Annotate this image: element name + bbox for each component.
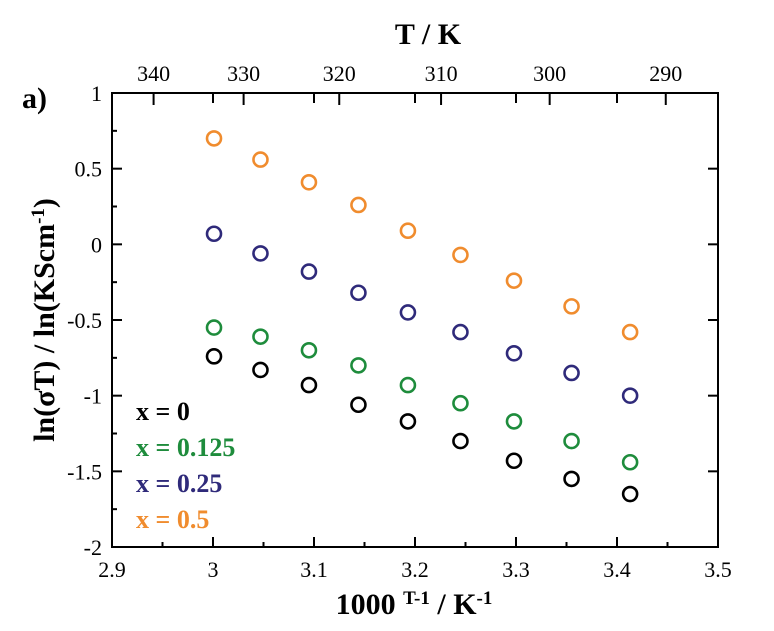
data-point [563, 470, 580, 488]
data-point [399, 222, 417, 240]
x-tick-label: 2.9 [98, 557, 126, 582]
x-tick-label: 3.1 [300, 557, 328, 582]
data-point [505, 344, 523, 362]
top-axis-title: T / K [395, 18, 462, 51]
data-point [621, 485, 639, 503]
data-point [300, 341, 318, 359]
data-point [505, 272, 523, 289]
x-tick-label: 3.4 [603, 557, 631, 582]
legend: x = 0 x = 0.125 x = 0.25 x = 0.5 [136, 397, 235, 534]
data-point [399, 413, 417, 430]
data-point [350, 357, 367, 374]
y-tick-label: 0 [91, 232, 102, 257]
data-point [252, 245, 269, 262]
data-point [452, 432, 469, 450]
data-point [300, 263, 318, 280]
legend-entry: x = 0.5 [136, 505, 209, 534]
y-tick-label: -1 [84, 384, 102, 409]
data-point [452, 394, 469, 412]
y-tick-label: -1.5 [67, 459, 102, 484]
y-tick-label: 1 [91, 81, 102, 106]
y-axis-title-end: ) [28, 198, 61, 208]
top-tick-label: 320 [323, 61, 356, 86]
y-tick-label: -0.5 [67, 308, 102, 333]
legend-entry: x = 0 [136, 397, 190, 426]
y-tick-label: -2 [84, 535, 102, 560]
data-point [563, 298, 580, 315]
data-point [252, 328, 269, 345]
data-point [452, 246, 469, 264]
data-point [252, 361, 269, 379]
y-axis-title: ln(σT) / ln(KScm-1) [28, 198, 62, 442]
x-axis-title-sup2: -1 [477, 588, 493, 609]
top-tick-label: 290 [649, 61, 682, 86]
x-axis-title-base: 1000 [336, 588, 404, 621]
y-axis-title-base: ln(σT) / ln(KScm [28, 224, 61, 442]
data-point [300, 173, 318, 191]
data-point [300, 376, 318, 394]
data-point [563, 432, 580, 450]
data-point [621, 453, 639, 471]
data-point [252, 151, 269, 168]
y-axis-title-sup: -1 [28, 208, 49, 224]
ticks: 2.9 3 3.1 3.2 3.3 3.4 3.5 1 0.5 0 -0.5 -1 -1.5 -2 340 3… [67, 61, 732, 582]
panel-label: a) [22, 82, 47, 115]
x-axis-title-sup1: T-1 [403, 588, 430, 609]
y-tick-label: 0.5 [75, 157, 103, 182]
x-axis-title: 1000 T-1 / K-1 [336, 588, 493, 622]
data-point [205, 348, 223, 365]
data-point [205, 130, 223, 147]
x-axis-title-mid: / K [430, 588, 477, 621]
data-point [505, 452, 523, 470]
data-points [205, 130, 639, 503]
data-point [350, 396, 367, 414]
top-tick-label: 330 [227, 61, 260, 86]
data-point [350, 196, 367, 214]
data-point [205, 319, 223, 336]
data-point [563, 364, 580, 382]
data-point [205, 225, 223, 243]
data-point [452, 323, 469, 341]
x-tick-label: 3.3 [502, 557, 530, 582]
data-point [621, 323, 639, 341]
data-point [350, 284, 367, 302]
data-point [399, 304, 417, 321]
legend-entry: x = 0.25 [136, 469, 222, 498]
data-point [621, 387, 639, 404]
x-tick-label: 3.5 [704, 557, 732, 582]
x-tick-label: 3.2 [401, 557, 429, 582]
data-point [399, 376, 417, 394]
top-tick-label: 310 [425, 61, 458, 86]
legend-entry: x = 0.125 [136, 433, 235, 462]
top-tick-label: 340 [137, 61, 170, 86]
x-tick-label: 3 [208, 557, 219, 582]
data-point [505, 413, 523, 430]
top-tick-label: 300 [533, 61, 566, 86]
